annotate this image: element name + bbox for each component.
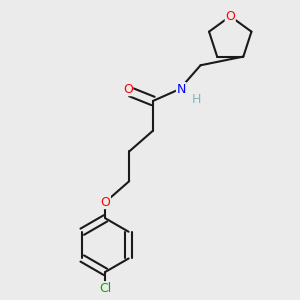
- Text: H: H: [191, 93, 201, 106]
- Text: Cl: Cl: [99, 282, 112, 295]
- Text: O: O: [225, 10, 235, 23]
- Text: N: N: [176, 82, 186, 96]
- Text: O: O: [100, 196, 110, 208]
- Text: O: O: [123, 82, 133, 96]
